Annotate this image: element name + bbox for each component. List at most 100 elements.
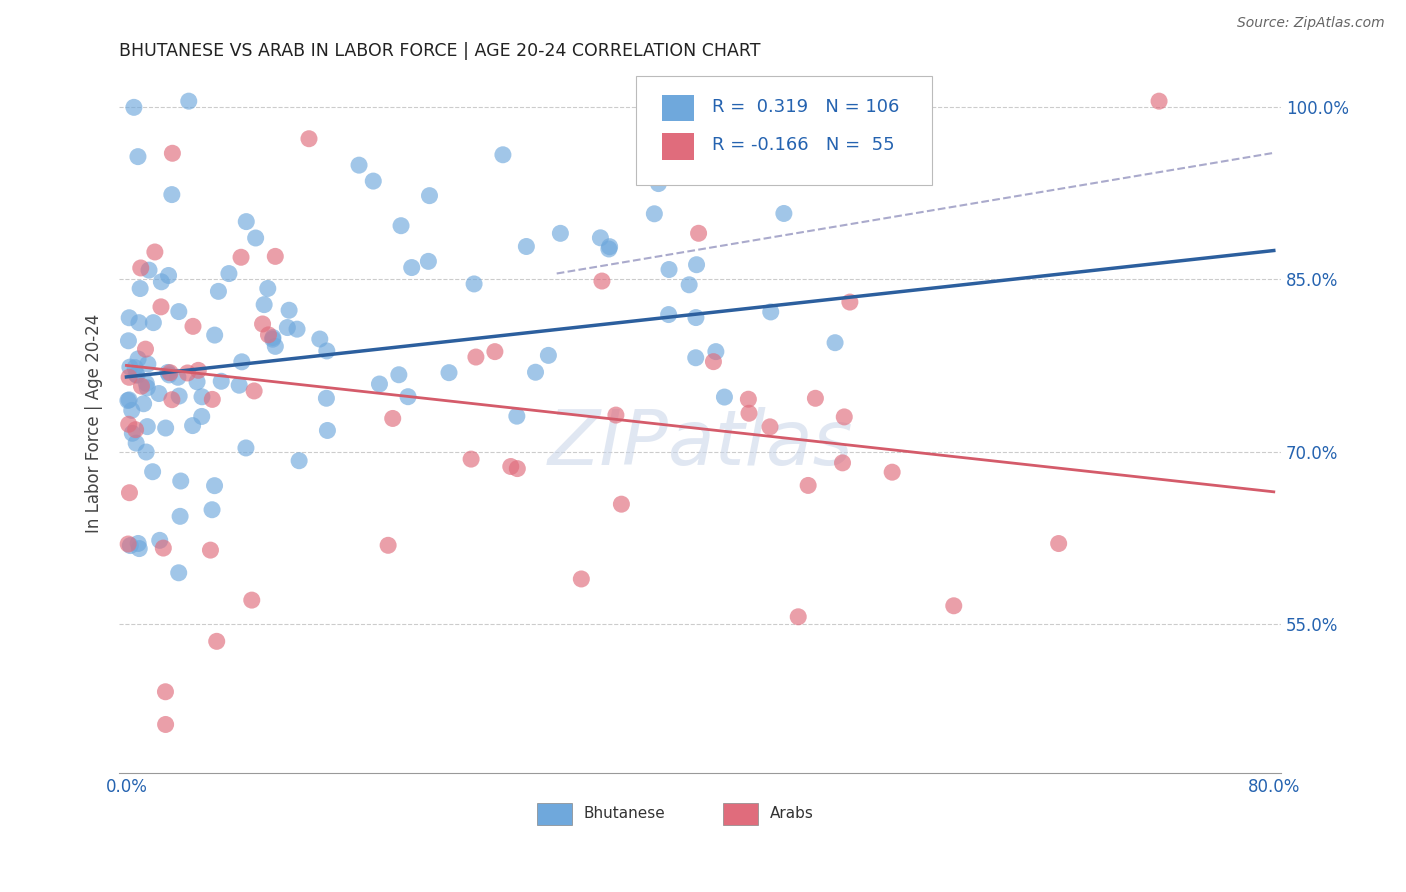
Point <box>170 474 193 488</box>
Point <box>149 533 172 548</box>
Point <box>506 409 529 424</box>
Point <box>136 419 159 434</box>
Point <box>121 426 143 441</box>
Point <box>515 239 537 253</box>
Point <box>142 465 165 479</box>
Point <box>129 260 152 275</box>
Text: Arabs: Arabs <box>770 806 814 822</box>
Point <box>135 445 157 459</box>
Point <box>278 303 301 318</box>
Point <box>463 277 485 291</box>
Point <box>235 441 257 455</box>
Point <box>201 502 224 516</box>
Point <box>245 231 267 245</box>
Point <box>658 262 681 277</box>
Point <box>240 593 263 607</box>
FancyBboxPatch shape <box>637 76 932 185</box>
Point <box>229 250 252 264</box>
Text: ZIPatlas: ZIPatlas <box>547 407 853 481</box>
Point <box>315 391 337 405</box>
Point <box>117 393 139 408</box>
Point <box>127 536 149 550</box>
Point <box>190 409 212 424</box>
Point <box>298 132 321 146</box>
Point <box>882 465 904 479</box>
Point <box>437 366 460 380</box>
Point <box>117 334 139 348</box>
Text: Source: ZipAtlas.com: Source: ZipAtlas.com <box>1237 16 1385 30</box>
Point <box>257 327 280 342</box>
Point <box>121 403 143 417</box>
Point <box>167 389 190 403</box>
Text: Bhutanese: Bhutanese <box>583 806 665 822</box>
Point <box>605 408 627 422</box>
Point <box>643 207 665 221</box>
Text: R =  0.319   N = 106: R = 0.319 N = 106 <box>711 98 898 116</box>
Point <box>721 164 744 178</box>
Point <box>204 478 226 492</box>
Point <box>396 390 419 404</box>
Point <box>524 365 547 379</box>
Point <box>285 322 308 336</box>
Point <box>704 344 727 359</box>
Point <box>737 392 759 407</box>
Point <box>228 378 250 392</box>
Point <box>942 599 965 613</box>
Point <box>744 94 766 108</box>
Point <box>218 267 240 281</box>
Point <box>1047 536 1070 550</box>
Point <box>124 360 146 375</box>
Point <box>231 355 253 369</box>
Point <box>118 417 141 432</box>
Point <box>688 227 710 241</box>
Point <box>200 543 222 558</box>
Point <box>598 242 620 256</box>
Point <box>702 354 724 368</box>
Point <box>804 392 827 406</box>
Point <box>773 206 796 220</box>
Point <box>135 376 157 391</box>
Point <box>685 258 707 272</box>
Point <box>118 485 141 500</box>
Point <box>136 381 159 395</box>
Point <box>159 366 181 380</box>
Point <box>252 317 274 331</box>
Point <box>152 541 174 555</box>
Point <box>738 406 761 420</box>
Point <box>148 386 170 401</box>
Point <box>418 254 440 268</box>
Point <box>460 452 482 467</box>
Point <box>377 538 399 552</box>
Point <box>169 509 191 524</box>
Point <box>368 377 391 392</box>
Point <box>155 421 177 435</box>
Point <box>167 304 190 318</box>
Point <box>276 320 298 334</box>
Point <box>591 274 613 288</box>
Point <box>1147 94 1170 108</box>
Point <box>401 260 423 275</box>
Point <box>204 328 226 343</box>
Point <box>243 384 266 398</box>
Point <box>160 392 183 407</box>
Point <box>492 148 515 162</box>
Point <box>759 305 782 319</box>
Point <box>125 436 148 450</box>
Point <box>264 249 287 263</box>
Point <box>127 150 149 164</box>
Point <box>129 281 152 295</box>
Point <box>167 566 190 580</box>
Point <box>361 174 384 188</box>
Point <box>150 275 173 289</box>
Point <box>797 478 820 492</box>
Point <box>134 342 156 356</box>
Point <box>201 392 224 407</box>
Point <box>599 240 621 254</box>
Point <box>685 310 707 325</box>
Point <box>142 316 165 330</box>
Point <box>117 537 139 551</box>
Point <box>155 717 177 731</box>
Point <box>569 572 592 586</box>
Point <box>499 459 522 474</box>
Point <box>187 363 209 377</box>
